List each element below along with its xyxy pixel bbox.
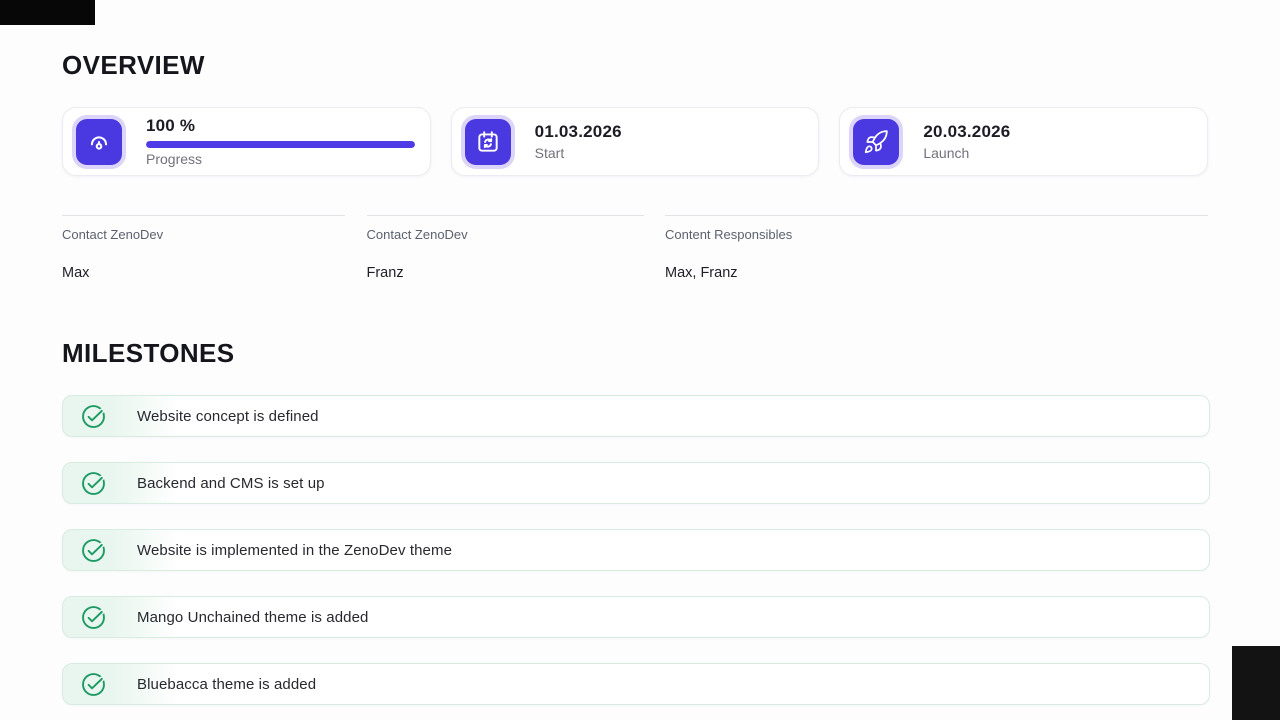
start-label: Start [534,144,565,161]
progress-card-body: 100 % Progress [146,116,415,168]
capture-artifact-bottom-right [1232,646,1280,720]
milestones-heading: MILESTONES [62,338,235,368]
launch-date: 20.03.2026 [923,121,1011,141]
overview-cards-row: 100 % Progress 01.03.2026 Start [62,107,1209,176]
calendar-sync-icon [464,118,511,165]
contact-zenodev-1: Contact ZenoDev Max [62,215,345,281]
milestone-label: Website is implemented in the ZenoDev th… [137,541,453,559]
capture-artifact-top-left [0,0,95,25]
progress-card: 100 % Progress [62,107,431,176]
milestone-label: Mango Unchained theme is added [137,608,369,626]
contact-value: Max [62,265,90,281]
progress-value: 100 % [146,115,196,135]
launch-label: Launch [923,144,970,161]
contact-zenodev-2: Contact ZenoDev Franz [366,215,644,281]
contact-value: Max, Franz [665,265,738,281]
contact-label: Content Responsibles [665,227,793,242]
contacts-row: Contact ZenoDev Max Contact ZenoDev Fran… [62,215,1208,281]
milestone-row[interactable]: Bluebacca theme is added [62,663,1210,705]
content-responsibles: Content Responsibles Max, Franz [665,215,1208,281]
rocket-icon [853,118,900,165]
milestone-label: Backend and CMS is set up [137,474,325,492]
launch-date-card: 20.03.2026 Launch [839,107,1209,176]
milestone-row[interactable]: Mango Unchained theme is added [62,596,1210,638]
contact-label: Contact ZenoDev [366,227,468,242]
milestone-list: Website concept is defined Backend and C… [62,395,1210,705]
check-circle-icon [82,605,105,629]
milestone-label: Website concept is defined [137,407,319,425]
progress-label: Progress [146,150,203,167]
milestone-label: Bluebacca theme is added [137,675,317,693]
check-circle-icon [82,538,105,562]
contact-value: Franz [366,265,404,281]
milestone-row[interactable]: Website is implemented in the ZenoDev th… [62,529,1210,571]
overview-heading: OVERVIEW [62,50,205,80]
progress-bar-fill [146,140,415,148]
progress-bar [146,140,415,148]
launch-card-body: 20.03.2026 Launch [923,122,1192,162]
check-circle-icon [82,672,105,696]
start-date-card: 01.03.2026 Start [450,107,820,176]
check-circle-icon [82,404,105,428]
start-card-body: 01.03.2026 Start [535,122,804,162]
gauge-icon [76,118,122,165]
milestone-row[interactable]: Backend and CMS is set up [62,462,1210,504]
contact-label: Contact ZenoDev [62,227,164,242]
milestone-row[interactable]: Website concept is defined [62,395,1210,437]
start-date: 01.03.2026 [534,121,622,141]
check-circle-icon [82,471,105,495]
